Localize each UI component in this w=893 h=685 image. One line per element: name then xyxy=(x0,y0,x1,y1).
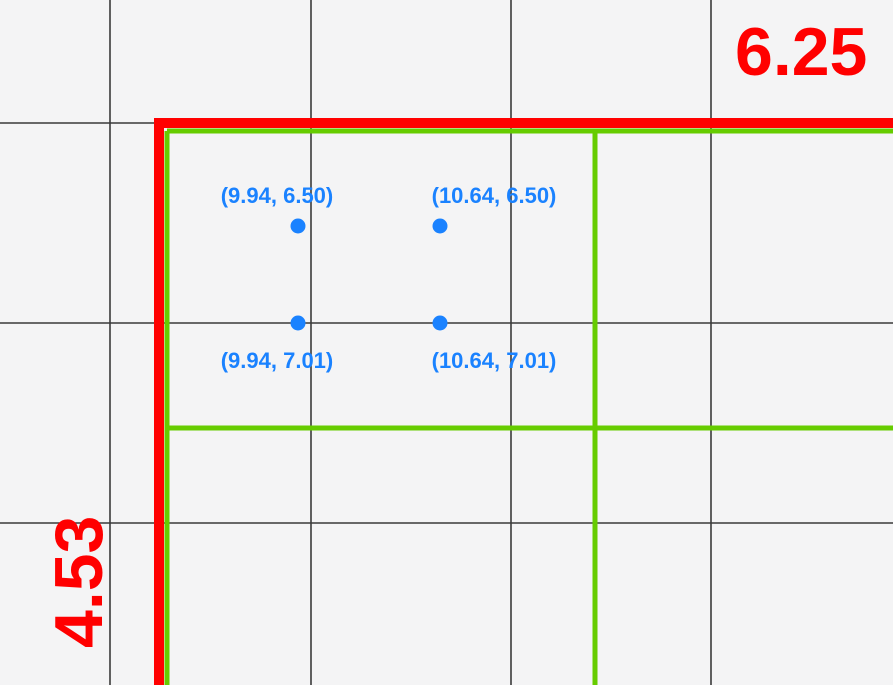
point-marker xyxy=(290,218,306,234)
point-label: (9.94, 7.01) xyxy=(221,348,334,373)
green-region xyxy=(164,128,893,685)
measurement-left: 4.53 xyxy=(41,516,117,648)
point-marker xyxy=(432,218,448,234)
point-label: (9.94, 6.50) xyxy=(221,183,334,208)
measurement-top: 6.25 xyxy=(735,14,867,90)
point-marker xyxy=(290,315,306,331)
point-label: (10.64, 7.01) xyxy=(432,348,557,373)
red-boundary xyxy=(154,118,893,685)
point-marker xyxy=(432,315,448,331)
point-group: (9.94, 6.50) (10.64, 6.50) (9.94, 7.01) … xyxy=(221,183,557,373)
point-label: (10.64, 6.50) xyxy=(432,183,557,208)
